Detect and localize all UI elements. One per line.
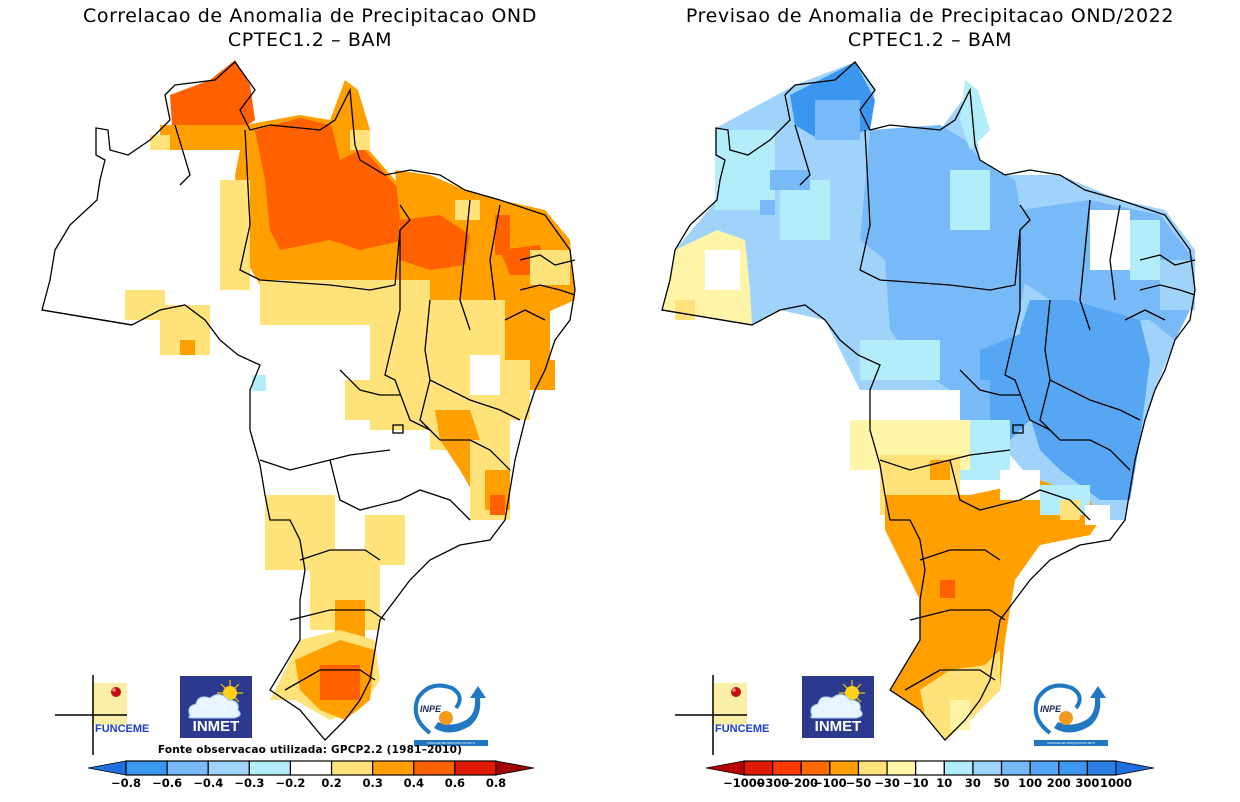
correlation-colorbar: [88, 760, 534, 776]
correlation-colorbar-segment: [454, 760, 497, 776]
correlation-colorbar-high-arrow: [495, 760, 534, 776]
forecast-colorbar-segment: [829, 760, 860, 776]
correlation-colorbar-segment: [289, 760, 333, 776]
forecast-colorbar-tick-label: −10: [902, 776, 929, 790]
forecast-colorbar-segment: [915, 760, 945, 776]
forecast-colorbar-tick-label: −200: [784, 776, 819, 790]
forecast-colorbar-high-arrow: [1115, 760, 1154, 776]
inpe-logo-text: INPE: [420, 704, 442, 714]
forecast-colorbar-tick-label: 50: [993, 776, 1010, 790]
forecast-colorbar-tick-label: 200: [1046, 776, 1071, 790]
correlation-colorbar-segment: [248, 760, 292, 776]
correlation-colorbar-tick-label: −0.2: [275, 776, 306, 790]
forecast-colorbar-segment: [772, 760, 802, 776]
inpe-band: UNIDADE DE PESQUISA DO MCTI: [414, 740, 488, 746]
inpe-logo: INPE UNIDADE DE PESQUISA DO MCTI: [410, 678, 494, 746]
forecast-colorbar-tick-label: −100: [813, 776, 847, 790]
forecast-colorbar-tick-label: −50: [845, 776, 872, 790]
correlation-colorbar-tick-label: 0.6: [444, 776, 466, 790]
inmet-label: INMET: [192, 718, 240, 735]
forecast-colorbar-segment: [1000, 760, 1031, 776]
correlation-colorbar-segment: [372, 760, 415, 776]
forecast-colorbar-tick-label: −1000: [723, 776, 765, 790]
inpe-logo: INPE UNIDADE DE PESQUISA DO MCTI: [1030, 678, 1114, 746]
inmet-label: INMET: [814, 718, 862, 735]
correlation-colorbar-segment: [207, 760, 250, 776]
forecast-borders: [661, 61, 1196, 741]
correlation-colorbar-tick-label: 0.2: [321, 776, 342, 790]
forecast-colorbar-low-arrow: [706, 760, 745, 776]
correlation-panel: Correlacao de Anomalia de Precipitacao O…: [0, 4, 620, 790]
forecast-colorbar-tick-label: 1000: [1099, 776, 1133, 790]
funceme-logo: FUNCEME: [675, 675, 785, 755]
inmet-logo: INMET: [180, 676, 252, 738]
forecast-colorbar-segment: [972, 760, 1003, 776]
forecast-colorbar-segment: [1086, 760, 1117, 776]
cloud-sun-icon: [188, 680, 243, 719]
forecast-colorbar: [706, 760, 1154, 776]
forecast-title-line1: Previsao de Anomalia de Precipitacao OND…: [685, 5, 1175, 27]
observation-source-note: Fonte observacao utilizada: GPCP2.2 (198…: [157, 744, 463, 756]
forecast-title: Previsao de Anomalia de Precipitacao OND…: [620, 4, 1240, 52]
correlation-grid-cells: [125, 60, 575, 720]
forecast-colorbar-segment: [886, 760, 917, 776]
forecast-colorbar-tick-label: 10: [936, 776, 953, 790]
funceme-logo: FUNCEME: [55, 675, 165, 755]
forecast-colorbar-segment: [1029, 760, 1060, 776]
forecast-colorbar-segment: [800, 760, 831, 776]
inmet-logo: INMET: [802, 676, 874, 738]
inpe-band: UNIDADE DE PESQUISA DO MCTI: [1034, 740, 1108, 746]
forecast-colorbar-tick-label: 30: [964, 776, 981, 790]
correlation-colorbar-tick-label: −0.8: [110, 776, 142, 790]
forecast-panel: Previsao de Anomalia de Precipitacao OND…: [620, 0, 1240, 802]
inpe-logo-text: INPE: [1040, 704, 1062, 714]
forecast-colorbar-segment: [1058, 760, 1088, 776]
correlation-colorbar-segment: [413, 760, 456, 776]
forecast-colorbar-tick-label: 100: [1018, 776, 1043, 790]
funceme-label: FUNCEME: [95, 723, 150, 735]
funceme-label: FUNCEME: [715, 723, 770, 735]
correlation-title: Correlacao de Anomalia de Precipitacao O…: [0, 4, 620, 52]
inpe-swirl-icon: INPE: [1033, 683, 1106, 735]
correlation-colorbar-tick-label: −0.3: [234, 776, 265, 790]
forecast-colorbar-tick-label: −30: [874, 776, 900, 790]
correlation-title-line2: CPTEC1.2 – BAM: [227, 29, 393, 51]
correlation-colorbar-segment: [330, 760, 374, 776]
correlation-colorbar-tick-label: 0.3: [362, 776, 383, 790]
funceme-mark-icon: [55, 675, 127, 755]
cloud-sun-icon: [810, 680, 865, 719]
correlation-borders: [41, 61, 576, 741]
forecast-colorbar-segment: [743, 760, 774, 776]
funceme-mark-icon: [675, 675, 747, 755]
forecast-map: [661, 61, 1196, 741]
forecast-colorbar-tick-label: 300: [1075, 776, 1100, 790]
correlation-colorbar-segment: [166, 760, 209, 776]
correlation-map: [41, 60, 576, 741]
forecast-grid-cells: [662, 62, 1195, 740]
correlation-colorbar-tick-label: −0.6: [152, 776, 183, 790]
correlation-colorbar-segment: [125, 760, 168, 776]
forecast-colorbar-tick-label: −300: [755, 776, 790, 790]
forecast-colorbar-segment: [857, 760, 888, 776]
correlation-colorbar-low-arrow: [88, 760, 127, 776]
forecast-title-line2: CPTEC1.2 – BAM: [847, 29, 1013, 51]
forecast-colorbar-segment: [943, 760, 974, 776]
correlation-colorbar-tick-label: 0.4: [403, 776, 424, 790]
correlation-title-line1: Correlacao de Anomalia de Precipitacao O…: [83, 5, 537, 27]
correlation-colorbar-tick-label: −0.4: [193, 776, 224, 790]
inpe-swirl-icon: INPE: [413, 683, 486, 735]
correlation-colorbar-tick-label: 0.8: [485, 776, 507, 790]
